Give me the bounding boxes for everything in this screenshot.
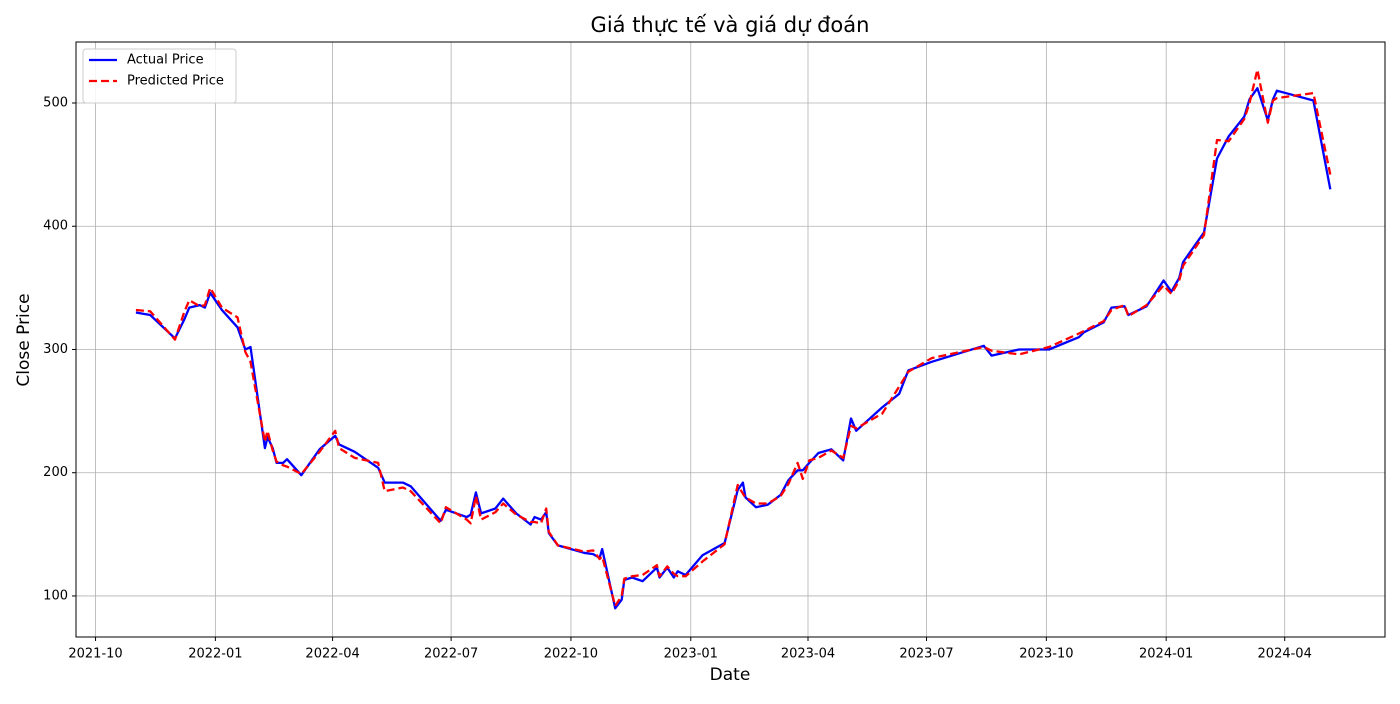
x-tick-label: 2022-07 xyxy=(424,647,478,662)
x-tick-label: 2024-01 xyxy=(1139,647,1193,662)
legend-label: Actual Price xyxy=(127,53,204,68)
y-tick-label: 500 xyxy=(43,96,68,111)
y-axis-label: Close Price xyxy=(14,293,34,386)
data-line xyxy=(135,68,1332,607)
y-tick-label: 100 xyxy=(43,588,68,603)
x-axis-label: Date xyxy=(710,665,751,685)
y-tick-label: 200 xyxy=(43,465,68,480)
y-tick-label: 300 xyxy=(43,342,68,357)
x-tick-label: 2023-10 xyxy=(1019,647,1073,662)
x-tick-label: 2021-10 xyxy=(68,647,122,662)
x-tick-label: 2022-04 xyxy=(305,647,359,662)
y-tick-label: 400 xyxy=(43,219,68,234)
x-tick-label: 2024-04 xyxy=(1258,647,1312,662)
x-tick-label: 2022-01 xyxy=(188,647,242,662)
legend-box xyxy=(82,48,237,104)
chart-title: Giá thực tế và giá dự đoán xyxy=(591,13,870,37)
x-tick-label: 2023-01 xyxy=(664,647,718,662)
legend-label: Predicted Price xyxy=(127,74,224,89)
plot-frame xyxy=(75,41,1386,638)
x-tick-label: 2023-04 xyxy=(781,647,835,662)
x-tick-label: 2022-10 xyxy=(544,647,598,662)
data-line xyxy=(135,87,1332,610)
x-tick-label: 2023-07 xyxy=(899,647,953,662)
